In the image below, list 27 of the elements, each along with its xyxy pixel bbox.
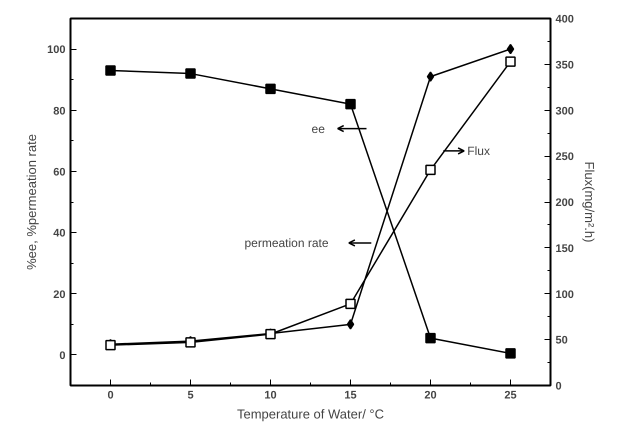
y-tick-label: 60	[53, 166, 66, 178]
y2-axis-title: Flux(mg/m².h)	[582, 162, 597, 242]
x-tick-label: 15	[344, 390, 357, 402]
legend-label: permeation rate	[244, 236, 329, 250]
y-tick-label: 40	[53, 228, 66, 240]
y2-tick-label: 300	[556, 105, 574, 118]
x-tick-label: 0	[107, 390, 114, 402]
y2-tick-label: 100	[556, 288, 574, 301]
y-axis-title: %ee, %permeation rate	[24, 134, 40, 270]
y2-tick-label: 50	[556, 334, 568, 347]
x-tick-label: 20	[424, 390, 437, 402]
y2-tick-label: 350	[556, 59, 574, 72]
y-tick-label: 0	[59, 350, 66, 362]
x-tick-label: 25	[504, 390, 517, 402]
x-axis-title: Temperature of Water/ °C	[236, 406, 384, 422]
y2-tick-label: 400	[556, 14, 574, 26]
legend-label: ee	[312, 122, 326, 136]
y2-tick-label: 200	[556, 197, 574, 209]
x-tick-label: 10	[264, 390, 277, 402]
y2-tick-label: 150	[556, 242, 574, 255]
y2-tick-label: 0	[556, 380, 562, 392]
y-tick-label: 20	[53, 288, 66, 301]
x-tick-label: 5	[187, 390, 194, 402]
y2-tick-label: 250	[556, 151, 574, 164]
y-tick-label: 80	[53, 105, 66, 118]
series-label: Flux	[467, 144, 490, 158]
y-tick-label: 100	[47, 44, 66, 56]
